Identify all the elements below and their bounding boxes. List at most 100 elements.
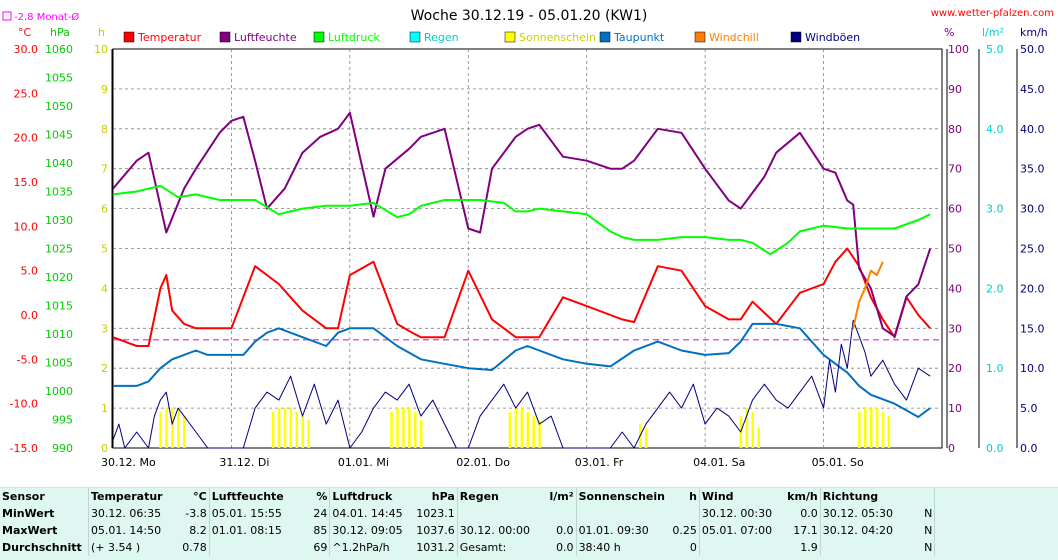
axis-tick-label: 1005: [45, 357, 73, 370]
stats-row-label: MaxWert: [2, 524, 58, 537]
stats-cell: 01.01. 08:15: [208, 522, 302, 539]
axis-tick-label: 1045: [45, 129, 73, 142]
axis-tick-label: 7: [101, 163, 108, 176]
sunshine-bar: [875, 408, 879, 448]
stats-row-label: MinWert: [2, 507, 55, 520]
axis-unit-label: h: [98, 26, 105, 39]
stats-cell: 1031.2: [416, 541, 455, 554]
axis-tick-label: 1040: [45, 157, 73, 170]
axis-tick-label: 0.0: [986, 442, 1004, 455]
stats-h-rain: Regen: [456, 488, 544, 505]
legend: Temperatur Luftfeuchte Luftdruck Regen Sonne…: [123, 31, 860, 44]
stats-cell: -3.8: [185, 507, 207, 520]
axis-tick-label: 1050: [45, 100, 73, 113]
legend-swatch: [504, 31, 516, 43]
stats-cell: 69: [313, 541, 328, 554]
stats-cell: 85: [313, 524, 328, 537]
legend-label: Windböen: [805, 31, 860, 44]
stats-filler: [934, 522, 1058, 539]
stats-filler: [934, 539, 1058, 556]
series-line: [852, 261, 884, 329]
axis-tick-label: -10.0: [10, 398, 38, 411]
axis-tick-label: 80: [948, 123, 962, 136]
sunshine-bar: [402, 408, 405, 448]
stats-cell: N: [924, 524, 933, 537]
stats-cell: N: [924, 541, 933, 554]
stats-cell: [456, 505, 544, 522]
stats-cell: 04.01. 14:45: [329, 505, 415, 522]
stats-cell: [819, 539, 903, 556]
sunshine-bar: [887, 416, 891, 448]
axis-tick-label: 1010: [45, 328, 73, 341]
axis-tick-label: 50.0: [1020, 43, 1045, 56]
sunshine-bar: [526, 412, 529, 448]
stats-cell: 17.1: [793, 524, 818, 537]
axis-tick-label: 6: [101, 203, 108, 216]
sunshine-bar: [183, 416, 186, 448]
axis-tick-label: 1020: [45, 271, 73, 284]
x-tick-label: 31.12. Di: [219, 456, 269, 469]
legend-swatch: [409, 31, 421, 43]
axis-tick-label: 1025: [45, 243, 73, 256]
sunshine-bar: [413, 412, 417, 448]
axis-tick-label: 1035: [45, 186, 73, 199]
stats-cell: 8.2: [189, 524, 207, 537]
sunshine-bar: [751, 412, 755, 448]
stats-row-label: Durchschnitt: [2, 541, 82, 554]
stats-h-rain-unit: l/m²: [549, 490, 574, 503]
axis-tick-label: 10: [948, 402, 962, 415]
axis-unit-label: %: [944, 26, 954, 39]
axes: 30.025.020.015.010.05.00.0-5.0-10.0-15.0…: [10, 26, 1048, 469]
legend-label: Regen: [424, 31, 459, 44]
legend-label: Luftfeuchte: [234, 31, 297, 44]
axis-tick-label: 1030: [45, 214, 73, 227]
stats-cell: 30.12. 09:05: [329, 522, 415, 539]
stats-cell: 30.12. 00:00: [456, 522, 544, 539]
sunshine-bar: [508, 412, 512, 448]
axis-tick-label: 20.0: [14, 132, 39, 145]
axis-tick-label: 15.0: [14, 176, 39, 189]
site-url[interactable]: www.wetter-pfalzen.com: [931, 8, 1054, 19]
axis-tick-label: 25.0: [14, 87, 39, 100]
stats-cell: 30.12. 06:35: [87, 505, 177, 522]
stats-header-row: Sensor Temperatur °C Luftfeuchte % Luftd…: [0, 488, 1058, 505]
legend-label: Luftdruck: [328, 31, 380, 44]
stats-h-temp-unit: °C: [193, 490, 207, 503]
stats-cell: [698, 539, 782, 556]
stats-h-sun-unit: h: [689, 490, 697, 503]
sunshine-bar: [171, 408, 174, 448]
axis-tick-label: 100: [948, 43, 969, 56]
axis-tick-label: 0.0: [21, 309, 39, 322]
sunshine-bar: [408, 408, 411, 448]
stats-cell: 0: [689, 541, 697, 554]
stats-cell: [544, 505, 576, 522]
axis-tick-label: 1060: [45, 43, 73, 56]
stats-cell: 01.01. 09:30: [575, 522, 667, 539]
axis-tick-label: -15.0: [10, 442, 38, 455]
stats-h-hum-unit: %: [316, 490, 328, 503]
sunshine-bar: [177, 408, 180, 448]
stats-cell: Gesamt:: [456, 539, 544, 556]
sunshine-bar: [165, 408, 168, 448]
axis-unit-label: hPa: [50, 26, 70, 39]
stats-cell: 30.12. 05:30: [819, 505, 903, 522]
stats-cell: ^1.2hPa/h: [329, 539, 415, 556]
legend-label: Taupunkt: [613, 31, 665, 44]
legend-swatch: [694, 31, 706, 43]
axis-tick-label: 60: [948, 203, 962, 216]
sunshine-bar: [283, 408, 287, 448]
axis-tick-label: 1: [101, 402, 108, 415]
stats-row-min: MinWert 30.12. 06:35 -3.8 05.01. 15:55 2…: [0, 505, 1058, 522]
series-line: [112, 319, 931, 449]
sunshine-bar: [532, 416, 535, 448]
legend-swatch: [790, 31, 802, 43]
stats-h-temp: Temperatur: [87, 488, 177, 505]
sunshine-bar: [538, 420, 541, 448]
x-tick-label: 04.01. Sa: [693, 456, 745, 469]
sunshine-bar: [295, 412, 299, 448]
axis-tick-label: 995: [52, 414, 73, 427]
sunshine-bar: [277, 408, 281, 448]
axis-tick-label: 10.0: [1020, 362, 1045, 375]
stats-filler: [934, 505, 1058, 522]
x-tick-label: 30.12. Mo: [101, 456, 156, 469]
